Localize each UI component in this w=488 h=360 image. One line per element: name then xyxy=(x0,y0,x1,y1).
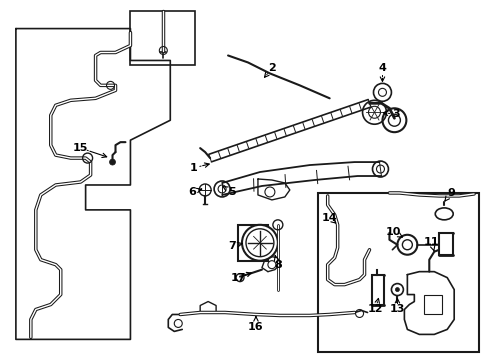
Bar xyxy=(130,11,195,66)
Text: 14: 14 xyxy=(321,213,337,223)
Bar xyxy=(424,294,441,315)
Text: 17: 17 xyxy=(230,273,245,283)
Text: 15: 15 xyxy=(73,143,88,153)
Text: 3: 3 xyxy=(392,109,399,119)
Bar xyxy=(438,233,452,255)
Ellipse shape xyxy=(434,208,452,220)
Text: 6: 6 xyxy=(188,187,196,197)
Text: 12: 12 xyxy=(367,305,383,315)
Circle shape xyxy=(395,288,399,292)
Text: 5: 5 xyxy=(228,187,235,197)
Circle shape xyxy=(242,225,277,261)
Text: 16: 16 xyxy=(247,323,263,332)
Text: 8: 8 xyxy=(273,260,281,270)
Text: 2: 2 xyxy=(267,63,275,73)
Text: 11: 11 xyxy=(423,237,438,247)
Text: 9: 9 xyxy=(447,188,454,198)
Bar xyxy=(238,225,267,261)
Text: 10: 10 xyxy=(385,227,400,237)
Text: 7: 7 xyxy=(228,241,235,251)
Bar xyxy=(371,275,384,305)
Text: 1: 1 xyxy=(189,163,197,173)
Text: 4: 4 xyxy=(378,63,386,73)
Bar xyxy=(317,193,478,352)
Text: 13: 13 xyxy=(389,305,404,315)
Circle shape xyxy=(109,159,115,165)
Circle shape xyxy=(390,284,403,296)
